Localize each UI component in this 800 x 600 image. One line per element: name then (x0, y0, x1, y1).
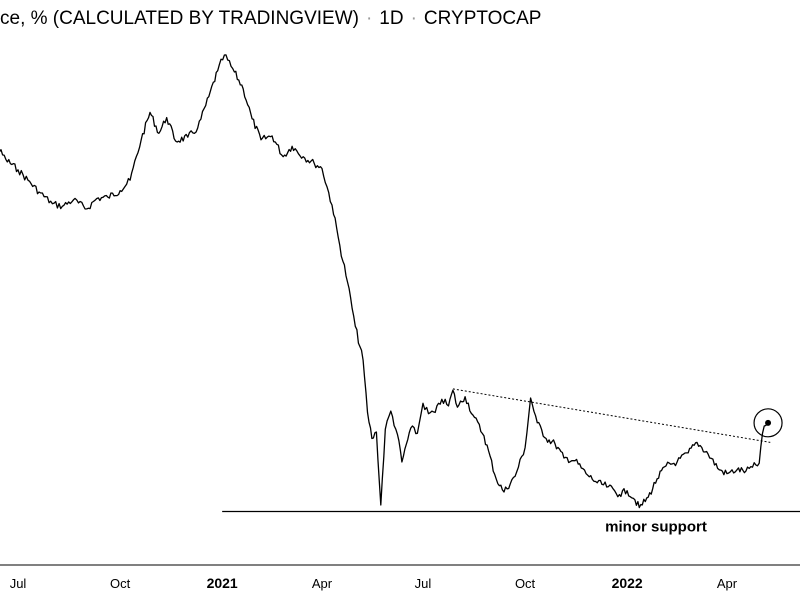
x-tick-label: Apr (312, 576, 333, 591)
descending-trendline (452, 388, 771, 443)
chart-header: ce, % (CALCULATED BY TRADINGVIEW) · 1D · CRY… (0, 6, 800, 32)
x-tick-label: Apr (717, 576, 738, 591)
price-line (0, 54, 769, 509)
x-tick-label: Jul (10, 576, 27, 591)
support-label: minor support (605, 519, 707, 536)
chart-interval[interactable]: 1D (379, 8, 404, 29)
x-tick-label: Oct (515, 576, 536, 591)
highlight-circle (753, 408, 783, 438)
header-separator: · (365, 8, 373, 29)
chart-source[interactable]: CRYPTOCAP (423, 8, 542, 29)
x-axis: Jul Oct 2021 Apr Jul Oct 2022 Apr (0, 564, 800, 591)
header-separator: · (410, 8, 417, 29)
x-tick-label: Oct (110, 576, 131, 591)
x-tick-label: 2022 (612, 575, 643, 591)
x-tick-label: Jul (415, 576, 432, 591)
chart-title: ce, % (CALCULATED BY TRADINGVIEW) (0, 8, 359, 29)
annotation-layer: minor support (222, 388, 800, 536)
x-tick-label: 2021 (207, 575, 238, 591)
series-layer (0, 54, 769, 509)
